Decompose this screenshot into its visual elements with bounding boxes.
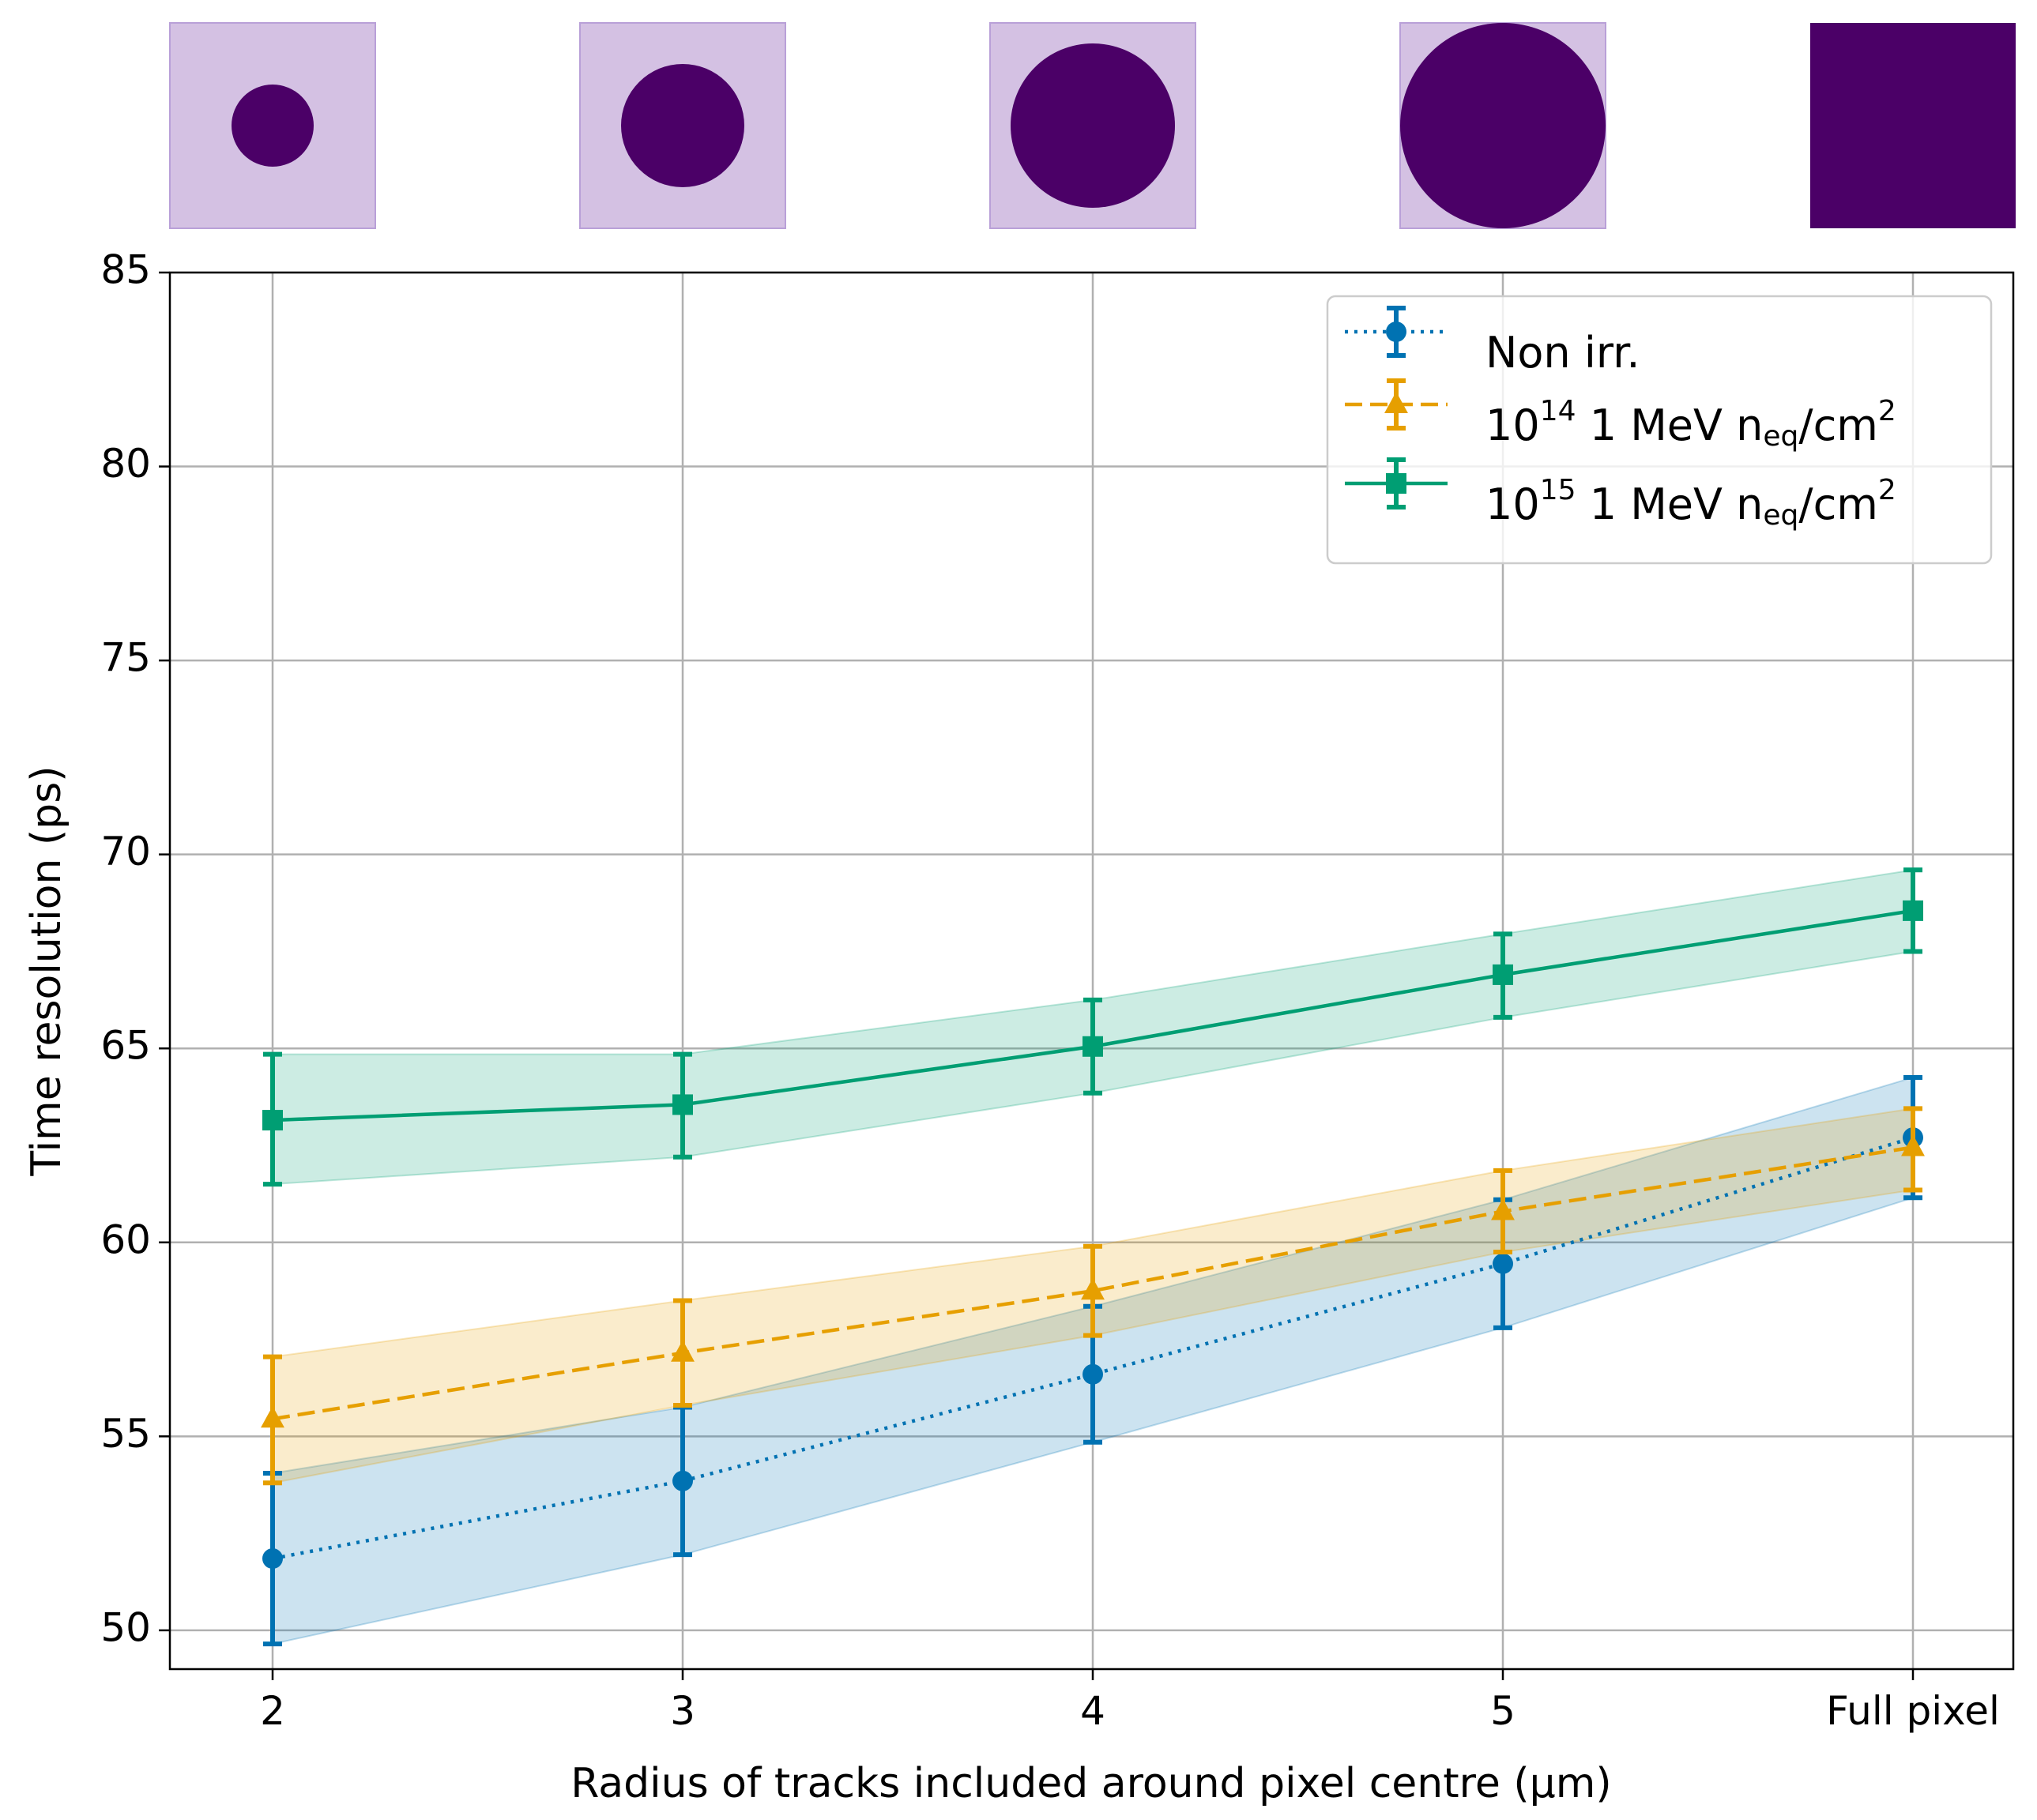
x-tick-label: 4	[1080, 1688, 1105, 1734]
series-0-point	[1493, 1253, 1513, 1274]
legend-1e14-unit: /cm	[1798, 400, 1878, 450]
x-axis-label: Radius of tracks included around pixel c…	[570, 1760, 1611, 1807]
series-2-legend-marker	[1386, 473, 1406, 494]
legend-entry-1e15: 1015 1 MeV neq/cm2	[1485, 474, 1896, 532]
series-0-legend-marker	[1386, 322, 1406, 342]
y-tick-label: 60	[100, 1216, 151, 1262]
series-0-point	[262, 1548, 283, 1570]
series-2-point	[262, 1110, 283, 1131]
legend-1e15-unit-exp: 2	[1878, 474, 1896, 506]
pixel-icon-circle	[1011, 43, 1175, 208]
x-tick-label: 3	[670, 1688, 695, 1734]
series-1-point	[1491, 1198, 1515, 1220]
legend-1e15-base: 10	[1485, 479, 1540, 529]
y-axis-label: Time resolution (ps)	[23, 765, 70, 1176]
pixel-icons	[169, 22, 2016, 229]
legend-1e14-unit-exp: 2	[1878, 395, 1896, 427]
series-2-point	[672, 1094, 693, 1115]
y-tick-label: 55	[100, 1411, 151, 1457]
y-tick-label: 65	[100, 1023, 151, 1069]
y-tick-label: 80	[100, 441, 151, 487]
legend-1e15-exp: 15	[1540, 474, 1576, 506]
legend-frame	[1326, 295, 1993, 565]
x-tick-label: Full pixel	[1826, 1688, 2000, 1734]
series-2-point	[1493, 964, 1513, 985]
y-tick-label: 50	[100, 1604, 151, 1650]
legend-entry-non-irr: Non irr.	[1485, 328, 1640, 378]
legend-1e15-unit: /cm	[1798, 479, 1878, 529]
pixel-icon-circle	[232, 85, 314, 167]
series-1-point	[261, 1405, 284, 1428]
series-1-point	[1081, 1277, 1105, 1300]
legend-1e14-exp: 14	[1540, 395, 1576, 427]
series	[261, 867, 1925, 1647]
legend-1e14-base: 10	[1485, 400, 1540, 450]
pixel-icon-circle	[1400, 23, 1606, 228]
plot-frame	[168, 271, 2015, 1671]
y-tick-label: 85	[100, 247, 151, 293]
series-1-legend-marker	[1384, 391, 1408, 414]
x-tick-label: 2	[260, 1688, 285, 1734]
axis-ticks: 50 55 60 65 70 75 80 85 2 3 4 5 Full pixel	[100, 247, 1999, 1735]
legend-1e14-mid: 1 MeV n	[1576, 400, 1764, 450]
series-0-point	[1083, 1363, 1103, 1385]
pixel-icon-circle	[621, 64, 744, 187]
legend-entry-non-irr-text: Non irr.	[1485, 328, 1640, 378]
series-2-point	[1903, 900, 1923, 921]
legend-symbols	[1345, 306, 1448, 510]
legend-1e15-mid: 1 MeV n	[1576, 479, 1764, 529]
legend-1e15-sub: eq	[1763, 499, 1798, 532]
legend-entry-1e14: 1014 1 MeV neq/cm2	[1485, 395, 1896, 453]
series-1-point	[1901, 1134, 1925, 1156]
x-tick-label: 5	[1490, 1688, 1516, 1734]
pixel-icon-full	[1810, 23, 2016, 228]
y-tick-label: 75	[100, 635, 151, 681]
series-2-point	[1083, 1036, 1103, 1057]
y-tick-label: 70	[100, 829, 151, 874]
legend: Non irr. 1014 1 MeV neq/cm2 1015 1 MeV n…	[1326, 295, 1993, 565]
series-0-point	[672, 1470, 693, 1491]
legend-1e14-sub: eq	[1763, 420, 1798, 453]
series-1-point	[671, 1340, 695, 1362]
